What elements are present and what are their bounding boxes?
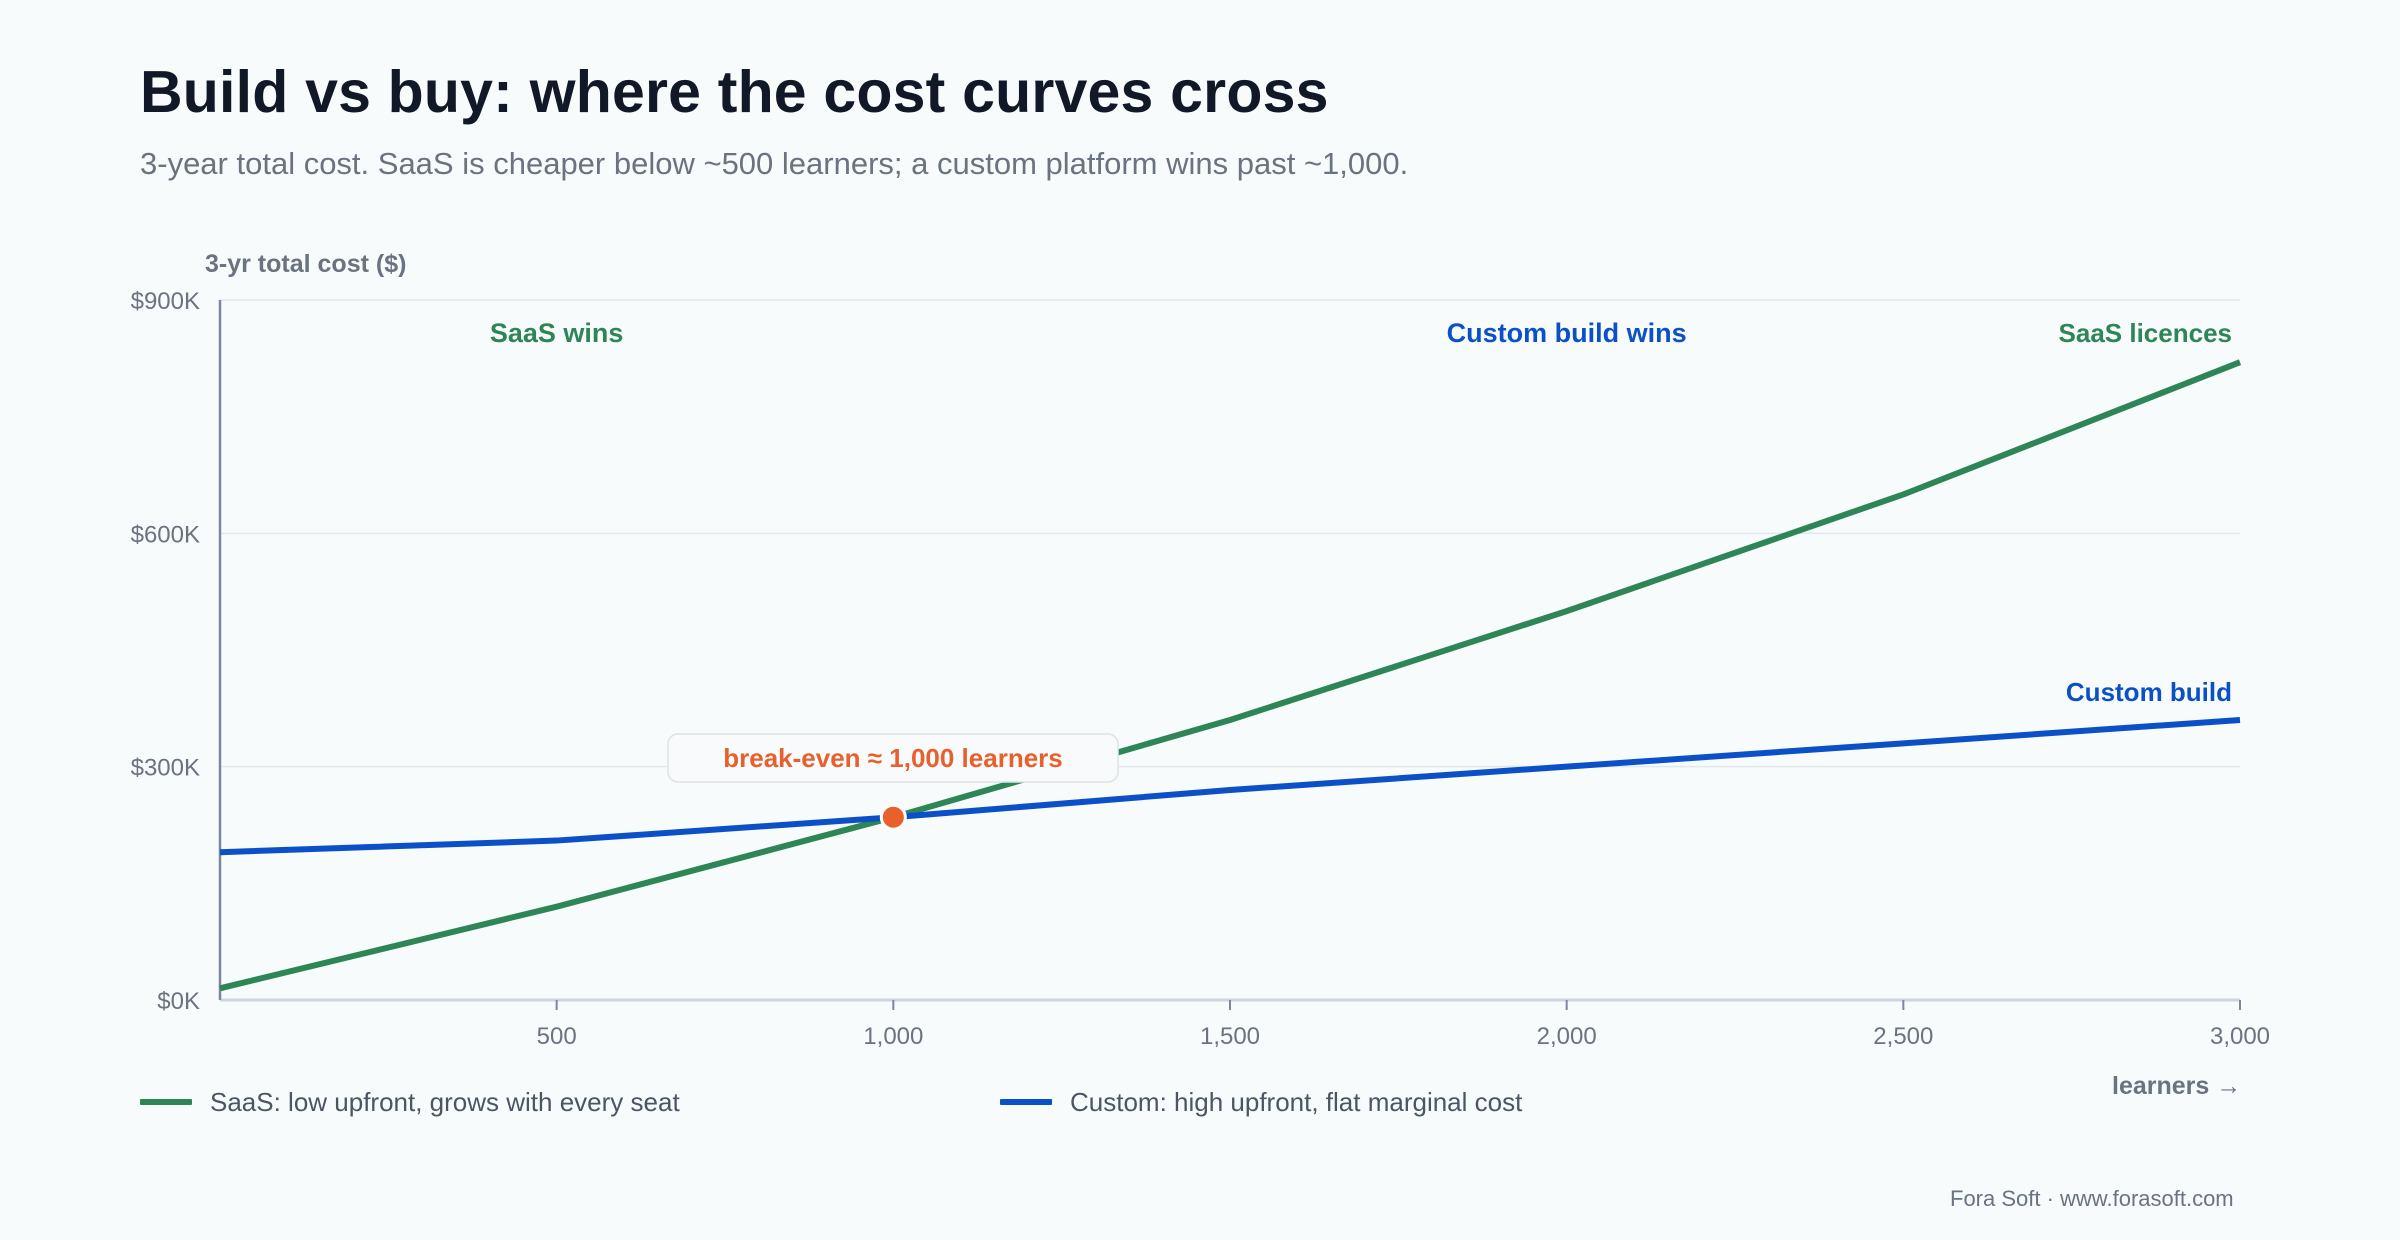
legend-label-saas: SaaS: low upfront, grows with every seat <box>210 1086 680 1117</box>
region-label: Custom build wins <box>1447 318 1687 348</box>
annotation-box <box>667 733 1119 783</box>
series-label-saas: SaaS licences <box>2059 318 2232 348</box>
x-tick-label: 500 <box>537 1023 577 1050</box>
x-tick-label: 1,000 <box>863 1023 923 1050</box>
legend-swatch-saas <box>140 1099 192 1105</box>
region-label: SaaS wins <box>490 318 624 348</box>
x-tick-label: 3,000 <box>2210 1023 2270 1050</box>
y-tick-label: $900K <box>131 288 200 315</box>
x-axis-label: learners → <box>2112 1072 2242 1100</box>
legend-label-custom: Custom: high upfront, flat marginal cost <box>1070 1086 1523 1117</box>
legend-swatch-custom <box>1000 1099 1052 1105</box>
y-tick-label: $600K <box>131 521 200 548</box>
chart-title: Build vs buy: where the cost curves cros… <box>140 59 1329 125</box>
legend-item-custom: Custom: high upfront, flat marginal cost <box>1000 1082 1522 1122</box>
y-tick-label: $300K <box>131 755 200 782</box>
x-tick-label: 2,500 <box>1873 1023 1933 1050</box>
series-line-saas <box>219 359 2242 992</box>
annotation-label: break-even ≈ 1,000 learners <box>723 743 1063 773</box>
chart-subtitle: 3-year total cost. SaaS is cheaper below… <box>140 146 1409 181</box>
legend-item-saas: SaaS: low upfront, grows with every seat <box>140 1082 680 1122</box>
x-tick-label: 1,500 <box>1200 1023 1260 1050</box>
series-line-custom <box>219 717 2241 856</box>
y-axis-title: 3-yr total cost ($) <box>205 250 406 278</box>
y-tick-label: $0K <box>157 988 200 1015</box>
break-even-marker <box>879 803 907 831</box>
x-tick-label: 2,000 <box>1537 1023 1597 1050</box>
source-credit: Fora Soft · www.forasoft.com <box>1950 1186 2234 1211</box>
series-label-custom: Custom build <box>2066 677 2232 707</box>
